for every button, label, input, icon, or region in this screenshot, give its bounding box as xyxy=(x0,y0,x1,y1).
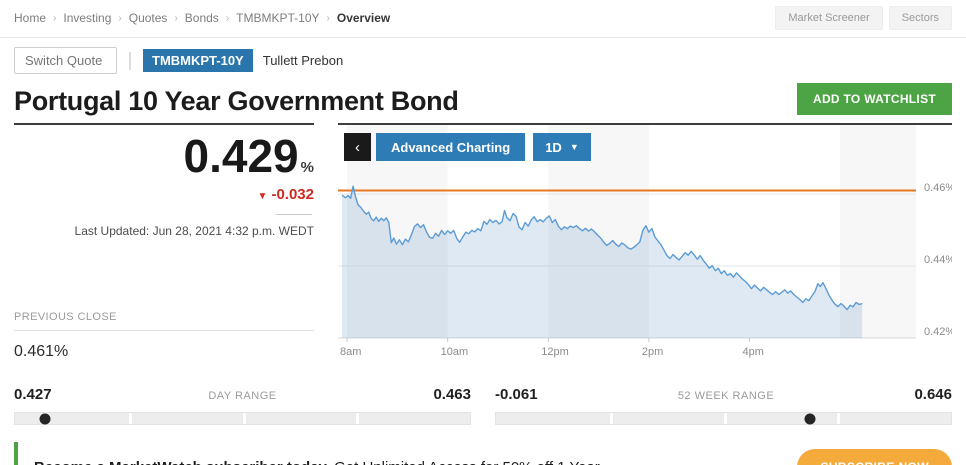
price-area xyxy=(342,186,863,338)
52wk-range-low: -0.061 xyxy=(495,386,538,403)
52wk-range-high: 0.646 xyxy=(914,386,952,403)
x-axis-label: 8am xyxy=(340,346,361,358)
divider xyxy=(276,214,312,215)
price-chart[interactable]: 0.46% 0.44% 0.42% 8am 10am 12pm 2pm 4pm xyxy=(338,125,955,365)
52-week-range: -0.061 52 WEEK RANGE 0.646 xyxy=(495,386,952,425)
breadcrumb-separator-icon: › xyxy=(118,12,122,24)
breadcrumb-separator-icon: › xyxy=(53,12,57,24)
subscribe-banner: Become a MarketWatch subscriber today. G… xyxy=(14,442,952,465)
down-arrow-icon: ▼ xyxy=(257,191,268,202)
y-axis-label: 0.42% xyxy=(924,326,952,338)
add-to-watchlist-button[interactable]: ADD TO WATCHLIST xyxy=(796,83,952,115)
breadcrumb-quotes[interactable]: Quotes xyxy=(128,11,168,25)
52wk-range-label: 52 WEEK RANGE xyxy=(677,390,775,402)
y-axis-label: 0.46% xyxy=(924,182,952,194)
sectors-button[interactable]: Sectors xyxy=(888,6,952,30)
time-range-dropdown[interactable]: 1D ▼ xyxy=(533,133,591,161)
breadcrumb-investing[interactable]: Investing xyxy=(63,11,112,25)
chevron-left-icon: ‹ xyxy=(355,138,360,156)
track-divider xyxy=(128,413,132,424)
x-axis-label: 2pm xyxy=(642,346,663,358)
price-line xyxy=(341,185,863,311)
track-divider xyxy=(837,413,841,424)
breadcrumb-separator-icon: › xyxy=(174,12,178,24)
day-range: 0.427 DAY RANGE 0.463 xyxy=(14,386,471,425)
day-range-low: 0.427 xyxy=(14,386,52,403)
change-value: ▼ -0.032 xyxy=(257,186,314,203)
ticker-badge: TMBMKPT-10Y xyxy=(143,49,253,72)
last-updated: Last Updated: Jun 28, 2021 4:32 p.m. WED… xyxy=(74,224,314,238)
page-title: Portugal 10 Year Government Bond xyxy=(14,86,459,116)
previous-close-value: 0.461% xyxy=(14,343,69,360)
breadcrumb-ticker[interactable]: TMBMKPT-10Y xyxy=(236,11,320,25)
chart-toolbar: ‹ Advanced Charting 1D ▼ xyxy=(344,133,591,161)
chart-band xyxy=(840,125,916,338)
day-range-label: DAY RANGE xyxy=(208,390,277,402)
breadcrumb-bar: Home › Investing › Quotes › Bonds › TMBM… xyxy=(0,0,966,38)
quote-bar: TMBMKPT-10Y Tullett Prebon xyxy=(0,38,966,82)
52wk-range-marker xyxy=(804,413,816,424)
breadcrumb: Home › Investing › Quotes › Bonds › TMBM… xyxy=(14,11,390,25)
breadcrumb-separator-icon: › xyxy=(326,12,330,24)
previous-close-block: PREVIOUS CLOSE 0.461% xyxy=(14,311,314,363)
previous-close-label: PREVIOUS CLOSE xyxy=(14,311,117,323)
track-divider xyxy=(609,413,613,424)
ranges-row: 0.427 DAY RANGE 0.463 -0.061 52 WEEK RAN… xyxy=(14,386,952,425)
breadcrumb-bonds[interactable]: Bonds xyxy=(184,11,219,25)
x-axis-label: 10am xyxy=(441,346,469,358)
day-range-track[interactable] xyxy=(14,412,471,425)
quote-column: 0.429% ▼ -0.032 Last Updated: Jun 28, 202… xyxy=(14,123,314,363)
switch-quote-input[interactable] xyxy=(14,47,117,74)
breadcrumb-home[interactable]: Home xyxy=(14,11,47,25)
chevron-down-icon: ▼ xyxy=(569,142,579,152)
advanced-charting-button[interactable]: Advanced Charting xyxy=(376,133,526,161)
track-divider xyxy=(242,413,246,424)
current-yield: 0.429% xyxy=(183,130,314,182)
percent-unit: % xyxy=(300,159,314,176)
main-region: 0.429% ▼ -0.032 Last Updated: Jun 28, 202… xyxy=(14,123,955,370)
track-divider xyxy=(723,413,727,424)
day-range-marker xyxy=(39,413,51,424)
vertical-divider xyxy=(129,51,131,70)
chart-back-button[interactable]: ‹ xyxy=(344,133,371,161)
breadcrumb-separator-icon: › xyxy=(225,12,230,24)
subscribe-now-button[interactable]: SUBSCRIBE NOW xyxy=(797,449,952,465)
track-divider xyxy=(356,413,360,424)
title-row: Portugal 10 Year Government Bond ADD TO … xyxy=(0,82,966,123)
52wk-range-track[interactable] xyxy=(495,412,952,425)
x-axis-label: 4pm xyxy=(742,346,763,358)
day-range-high: 0.463 xyxy=(433,386,471,403)
divider xyxy=(14,330,314,331)
y-axis-label: 0.44% xyxy=(924,254,952,266)
chart-section: ‹ Advanced Charting 1D▼ 0.46% 0.44% 0.42% 8… xyxy=(338,123,955,370)
x-axis-label: 12pm xyxy=(541,346,569,358)
market-screener-button[interactable]: Market Screener xyxy=(775,6,883,30)
breadcrumb-current-overview: Overview xyxy=(336,11,391,25)
quote-source: Tullett Prebon xyxy=(262,53,344,68)
banner-text: Become a MarketWatch subscriber today. G… xyxy=(34,459,600,465)
